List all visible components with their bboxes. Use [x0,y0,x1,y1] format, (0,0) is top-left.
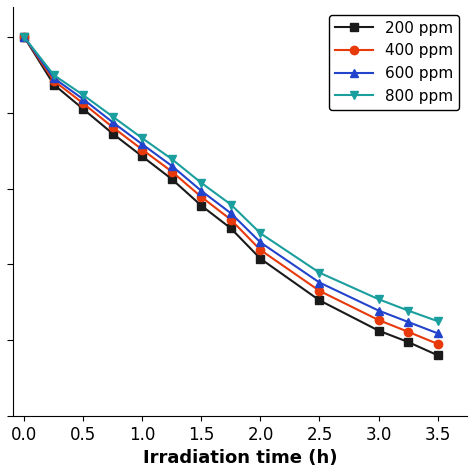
800 ppm [110,114,116,119]
600 ppm [21,35,27,40]
200 ppm [199,203,204,209]
800 ppm [139,136,145,141]
400 ppm [317,288,322,294]
200 ppm [257,256,263,262]
400 ppm [81,100,86,106]
400 ppm [169,169,175,174]
X-axis label: Irradiation time (h): Irradiation time (h) [143,449,337,467]
800 ppm [435,319,440,324]
400 ppm [139,147,145,153]
Legend: 200 ppm, 400 ppm, 600 ppm, 800 ppm: 200 ppm, 400 ppm, 600 ppm, 800 ppm [328,15,459,109]
800 ppm [199,180,204,186]
600 ppm [110,119,116,125]
Line: 800 ppm: 800 ppm [20,33,442,325]
Line: 200 ppm: 200 ppm [20,33,442,359]
600 ppm [199,188,204,194]
400 ppm [228,217,234,222]
200 ppm [169,176,175,182]
800 ppm [317,270,322,275]
200 ppm [228,226,234,231]
400 ppm [257,247,263,253]
600 ppm [317,280,322,285]
200 ppm [376,328,382,333]
200 ppm [139,154,145,159]
400 ppm [199,194,204,200]
200 ppm [110,131,116,137]
600 ppm [51,75,57,81]
200 ppm [405,339,411,345]
800 ppm [81,92,86,98]
600 ppm [435,330,440,336]
400 ppm [110,125,116,130]
600 ppm [376,308,382,313]
800 ppm [51,72,57,78]
600 ppm [81,97,86,102]
400 ppm [51,78,57,83]
Line: 400 ppm: 400 ppm [20,33,442,348]
800 ppm [376,296,382,302]
200 ppm [317,298,322,303]
400 ppm [435,341,440,346]
400 ppm [21,35,27,40]
400 ppm [405,329,411,335]
600 ppm [405,319,411,325]
Line: 600 ppm: 600 ppm [20,33,442,337]
600 ppm [169,163,175,169]
400 ppm [376,317,382,323]
200 ppm [435,352,440,358]
800 ppm [21,35,27,40]
600 ppm [228,210,234,216]
600 ppm [257,239,263,245]
800 ppm [169,156,175,162]
200 ppm [81,106,86,112]
600 ppm [139,142,145,147]
800 ppm [405,308,411,313]
800 ppm [228,202,234,208]
200 ppm [51,82,57,87]
800 ppm [257,230,263,236]
200 ppm [21,35,27,40]
